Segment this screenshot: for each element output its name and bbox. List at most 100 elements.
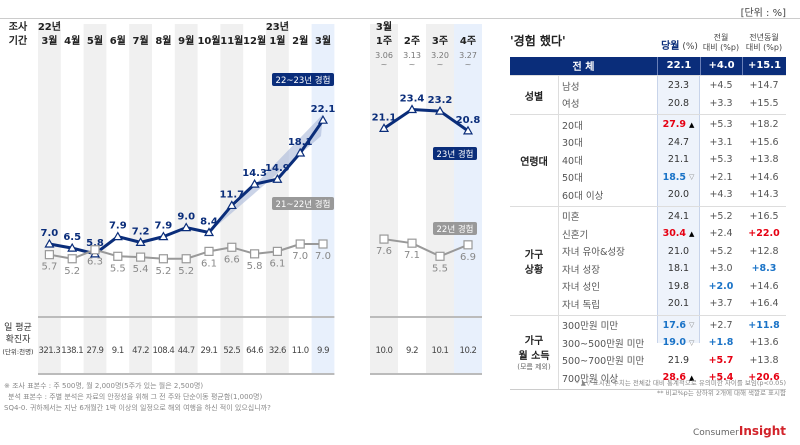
significance-mark: ▲ — [689, 120, 695, 129]
row-label: 700만원 이상 — [562, 373, 619, 385]
row-yoy: +13.8 — [749, 354, 779, 366]
data-label: 7.9 — [109, 221, 127, 232]
total-yoy: +15.1 — [742, 57, 786, 75]
row-current: 18.1 — [667, 263, 690, 275]
current-column-band — [657, 75, 700, 343]
row-label: 50대 — [562, 173, 583, 185]
data-point — [463, 240, 473, 250]
category-label: 2주 — [404, 35, 420, 47]
header-mom: 전월 — [713, 33, 729, 42]
table-row: 300~500만원 미만 19.0 ▽ +1.8 +13.6 — [510, 334, 786, 352]
table-row: 여성 20.8 +3.3 +15.5 — [510, 95, 786, 113]
confirmed-value: 138.1 — [61, 346, 83, 356]
confirmed-value: 29.1 — [201, 346, 218, 356]
table-row: 자녀 성장 18.1 +3.0 +8.3 — [510, 260, 786, 278]
data-point — [112, 231, 123, 241]
row-label: 30대 — [562, 138, 583, 150]
data-label: 6.9 — [460, 252, 476, 263]
data-point — [318, 239, 328, 249]
data-label: 6.5 — [63, 232, 81, 243]
row-current: 23.3 — [667, 80, 690, 92]
legend-label: 22년 경험 — [437, 224, 474, 235]
row-label: 300~500만원 미만 — [562, 338, 645, 350]
row-mom: +5.2 — [709, 245, 733, 257]
row-current: 24.1 — [667, 210, 690, 222]
trend-chart: 22년 3월 321.3 4월 138.1 5월 27.9 6월 9.1 7월 47.2 8월 108.… — [2, 20, 482, 375]
table-note: * ▲▽ 표시된 수치는 전체값 대비 통계적으로 유의미한 차이를 보임(p<… — [575, 379, 786, 387]
row-current: 30.4 ▲ — [662, 228, 695, 240]
week-date: 3.06 — [375, 51, 393, 60]
data-point — [407, 238, 417, 248]
group-label-line: 가구 — [524, 336, 544, 347]
row-current: 20.0 — [667, 189, 690, 201]
confirmed-value: 27.9 — [87, 346, 104, 356]
data-label: 6.1 — [201, 258, 217, 269]
footnote: 분석 표본수 : 주별 분석은 자료의 안정성을 위해 그 전 주와 단순이동 … — [8, 393, 263, 401]
category-label: 6월 — [110, 35, 126, 47]
table-row: 자녀 유아&성장 21.0 +5.2 +12.8 — [510, 243, 786, 261]
significance-mark: ▲ — [689, 373, 695, 382]
row-mom: +5.3 — [709, 119, 733, 131]
column-band — [454, 24, 482, 375]
category-label: 8월 — [155, 35, 171, 47]
row-yoy: +12.8 — [749, 245, 779, 257]
table-row: 700만원 이상 28.6 ▲ +5.4 +20.6 — [510, 369, 786, 387]
unit-label: [단위 : %] — [740, 8, 786, 19]
row-yoy: +14.3 — [749, 189, 779, 201]
table-row: 500~700만원 미만 21.9 +5.7 +13.8 — [510, 352, 786, 370]
category-top: 3월 — [376, 21, 392, 33]
total-row: 전 체 22.1 +4.0 +15.1 — [510, 57, 786, 75]
group-label-line: 성별 — [524, 91, 544, 103]
trend-arrow — [209, 114, 323, 233]
data-point — [203, 227, 215, 237]
confirmed-value: 44.7 — [178, 346, 195, 356]
data-point — [158, 254, 168, 264]
row-label: 20대 — [562, 120, 583, 132]
category-label: 12월 — [243, 35, 266, 47]
confirmed-value: 108.4 — [152, 346, 174, 356]
significance-mark: ▽ — [689, 173, 695, 182]
data-point — [44, 238, 55, 248]
group-label: 연령대 — [510, 114, 558, 206]
data-label: 11.7 — [219, 189, 244, 200]
data-label: 7.2 — [132, 226, 150, 237]
table-row: 30대 24.7 +3.1 +15.6 — [510, 134, 786, 152]
data-label: 21.1 — [372, 112, 397, 123]
significance-mark: ▲ — [689, 229, 695, 238]
divider — [370, 316, 482, 318]
row-mom: +3.7 — [709, 298, 733, 310]
divider — [38, 316, 335, 318]
data-label: 5.4 — [133, 264, 149, 275]
data-point — [90, 245, 100, 255]
row-current: 20.8 — [667, 97, 690, 109]
table-row: 자녀 독립 20.1 +3.7 +16.4 — [510, 295, 786, 313]
data-label: 5.2 — [178, 266, 194, 277]
week-date-tilde: ~ — [465, 60, 472, 69]
significance-mark: ▽ — [689, 338, 695, 347]
data-point — [113, 251, 123, 261]
divider — [38, 373, 335, 375]
row-label: 여성 — [562, 99, 580, 111]
confirmed-value: 321.3 — [38, 346, 60, 356]
row-yoy: +13.8 — [749, 154, 779, 166]
data-label: 6.3 — [87, 257, 103, 268]
row-yoy: +16.5 — [749, 210, 779, 222]
legend-label: 22~23년 경험 — [276, 75, 331, 86]
data-label: 7.0 — [315, 251, 331, 262]
row-mom: +5.3 — [709, 154, 733, 166]
row-label: 자녀 성장 — [562, 264, 600, 276]
row-current: 24.7 — [667, 136, 690, 148]
row-yoy: +8.3 — [751, 263, 777, 275]
row-label: 신혼기 — [562, 229, 589, 241]
column-band — [220, 24, 244, 375]
group-label: 가구 월 소득 (모름 제외) — [510, 314, 558, 389]
row-label: 남성 — [562, 81, 580, 93]
row-yoy: +11.8 — [748, 319, 780, 331]
row-current: 21.9 — [667, 354, 690, 366]
data-label: 23.2 — [428, 95, 453, 106]
row-current: 18.5 ▽ — [662, 171, 695, 183]
data-label: 5.8 — [86, 238, 104, 249]
row-yoy: +15.6 — [749, 136, 779, 148]
confirmed-row-label: 일 평균 — [4, 322, 32, 333]
data-point — [379, 234, 389, 244]
